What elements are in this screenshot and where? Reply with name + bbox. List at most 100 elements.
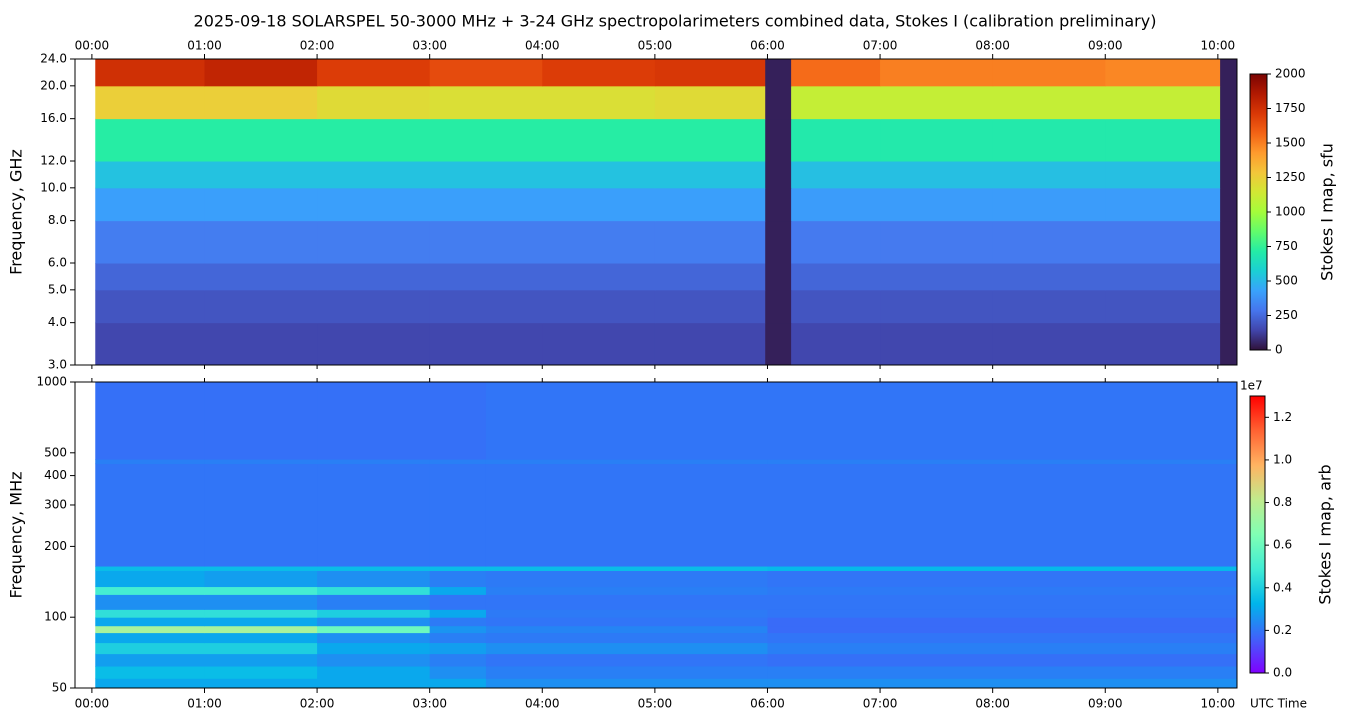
heatmap-cell [880, 263, 994, 291]
heatmap-cell [542, 59, 656, 87]
y-tick-label: 3.0 [48, 358, 67, 372]
heatmap-cell [1220, 118, 1238, 162]
heatmap-cell [429, 322, 543, 366]
heatmap-cell [767, 625, 1238, 634]
heatmap-cell [429, 118, 543, 162]
heatmap-cell [204, 85, 318, 120]
heatmap-cell [542, 263, 656, 291]
heatmap-cell [767, 382, 1238, 460]
heatmap-cell [992, 59, 1106, 87]
heatmap-cell [95, 625, 205, 634]
heatmap-cell [204, 617, 318, 627]
heatmap-cell [1105, 59, 1221, 87]
heatmap-cell [992, 118, 1106, 162]
heatmap-cell [204, 161, 318, 189]
y-tick-label: 300 [44, 497, 67, 511]
x-tick-label: 08:00 [975, 697, 1010, 711]
heatmap-cell [1105, 220, 1221, 264]
heatmap-cell [204, 220, 318, 264]
heatmap-cell [1220, 220, 1238, 264]
heatmap-cell [95, 187, 205, 222]
heatmap-cell [485, 570, 768, 588]
heatmap-cell [1105, 161, 1221, 189]
heatmap-cell [317, 617, 431, 627]
heatmap-cell [429, 586, 487, 595]
y-tick-label: 50 [52, 681, 67, 695]
heatmap-cell [1105, 187, 1221, 222]
y-tick-label: 4.0 [48, 315, 67, 329]
colorbar-tick-label: 1.0 [1273, 452, 1292, 466]
y-axis-label: Frequency, GHz [7, 149, 26, 275]
heatmap-cell [767, 459, 1238, 465]
heatmap-cell [767, 586, 1238, 595]
heatmap-cell [429, 187, 543, 222]
heatmap-cell [317, 566, 431, 571]
heatmap-cell [429, 617, 487, 627]
heatmap-cell [765, 220, 792, 264]
heatmap-cell [765, 187, 792, 222]
heatmap-cell [1220, 85, 1238, 120]
heatmap-cell [765, 59, 792, 87]
heatmap-cell [95, 570, 205, 588]
heatmap-cell [654, 220, 766, 264]
x-tick-label: 05:00 [638, 697, 673, 711]
heatmap-cell [429, 594, 487, 610]
y-tick-label: 16.0 [40, 111, 67, 125]
heatmap-cell [767, 463, 1238, 567]
x-tick-label: 10:00 [1201, 39, 1236, 53]
heatmap-cell [654, 289, 766, 324]
heatmap-cell [317, 632, 431, 644]
heatmap-cell [429, 289, 543, 324]
heatmap-cell [542, 220, 656, 264]
x-tick-label: 01:00 [187, 39, 222, 53]
x-tick-label: 01:00 [187, 697, 222, 711]
heatmap-cell [992, 289, 1106, 324]
heatmap-cell [317, 625, 431, 634]
heatmap-cell [204, 118, 318, 162]
heatmap-cell [485, 586, 768, 595]
heatmap-cell [791, 220, 881, 264]
heatmap-cell [992, 187, 1106, 222]
x-tick-label: 07:00 [863, 39, 898, 53]
x-tick-label: 05:00 [638, 39, 673, 53]
heatmap-cell [1105, 322, 1221, 366]
heatmap-cell [317, 459, 431, 465]
heatmap-cell [204, 625, 318, 634]
heatmap-cell [767, 594, 1238, 610]
heatmap-cell [880, 59, 994, 87]
heatmap-cell [992, 220, 1106, 264]
heatmap-cell [95, 459, 205, 465]
heatmap-cell [654, 187, 766, 222]
heatmap-cell [1220, 263, 1238, 291]
heatmap-cell [992, 263, 1106, 291]
heatmap-cell [95, 653, 205, 667]
heatmap-cell [542, 118, 656, 162]
y-tick-label: 200 [44, 539, 67, 553]
y-tick-label: 1000 [36, 375, 67, 389]
colorbar [1249, 73, 1268, 351]
heatmap-cell [317, 586, 431, 595]
heatmap-cell [485, 382, 768, 460]
colorbar-tick-label: 1500 [1275, 136, 1306, 150]
y-tick-label: 10.0 [40, 180, 67, 194]
heatmap-cell [204, 586, 318, 595]
heatmap-cell [317, 220, 431, 264]
heatmap-cell [767, 609, 1238, 618]
colorbar-tick-label: 0.8 [1273, 495, 1292, 509]
heatmap-cell [485, 678, 768, 689]
heatmap-cell [317, 289, 431, 324]
heatmap-cell [654, 263, 766, 291]
heatmap-cell [429, 566, 487, 571]
x-tick-label: 04:00 [525, 39, 560, 53]
heatmap-cell [791, 289, 881, 324]
x-tick-label: 00:00 [75, 39, 110, 53]
heatmap-cell [429, 463, 487, 567]
heatmap-cell [429, 382, 487, 460]
y-axis-label: Frequency, MHz [7, 471, 26, 598]
heatmap-cell [485, 594, 768, 610]
colorbar-tick-label: 750 [1275, 239, 1298, 253]
heatmap-cell [1220, 187, 1238, 222]
heatmap-cell [485, 666, 768, 679]
heatmap-cell [317, 382, 431, 460]
